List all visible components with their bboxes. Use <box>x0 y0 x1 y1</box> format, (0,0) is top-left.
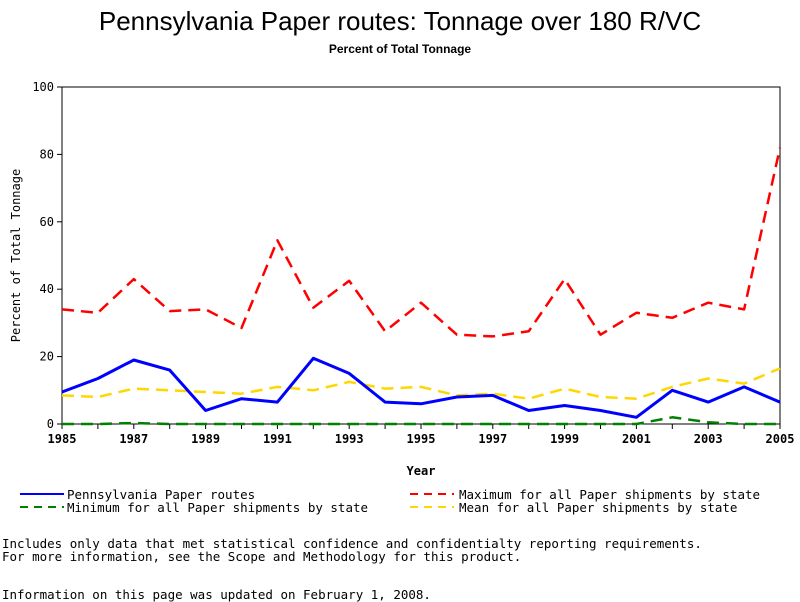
note-updated: Information on this page was updated on … <box>2 587 431 602</box>
y-tick-label: 0 <box>47 417 54 431</box>
series-line-min <box>62 416 780 426</box>
x-tick-label: 1999 <box>550 432 579 446</box>
series-line-mean <box>61 367 781 400</box>
x-tick-label: 1997 <box>478 432 507 446</box>
note-methodology: For more information, see the Scope and … <box>2 549 522 564</box>
y-tick-label: 20 <box>40 350 54 364</box>
chart-subtitle: Percent of Total Tonnage <box>328 42 472 56</box>
x-tick-label: 1993 <box>335 432 364 446</box>
x-tick-label: 1989 <box>191 432 220 446</box>
x-tick-label: 2003 <box>694 432 723 446</box>
x-tick-label: 1985 <box>48 432 77 446</box>
x-tick-label: 2005 <box>766 432 795 446</box>
legend-label-mean: Mean for all Paper shipments by state <box>459 500 738 515</box>
legend-swatch-min <box>20 506 64 508</box>
plot-frame <box>61 86 781 425</box>
y-tick-label: 80 <box>40 147 54 161</box>
line-chart: 0 20 40 60 80 100 1985 1987 1989 1991 1993 1995 1997… <box>9 80 795 478</box>
y-tick-label: 40 <box>40 282 54 296</box>
series-line-pa <box>61 356 781 419</box>
note-confidence: Includes only data that met statistical … <box>2 536 702 551</box>
x-tick-label: 1991 <box>263 432 292 446</box>
series-line-max <box>61 147 782 338</box>
x-tick-label: 2001 <box>622 432 651 446</box>
chart-title: Pennsylvania Paper routes: Tonnage over … <box>98 6 702 36</box>
y-tick-label: 100 <box>32 80 54 94</box>
legend-label-max: Maximum for all Paper shipments by state <box>459 487 761 502</box>
x-axis-label: Year <box>407 464 436 478</box>
legend-label-pa: Pennsylvania Paper routes <box>67 487 256 502</box>
legend-swatch-mean <box>410 506 454 508</box>
legend-swatch-pa <box>20 493 64 495</box>
y-axis-label: Percent of Total Tonnage <box>9 169 23 342</box>
legend-swatch-max <box>410 493 454 495</box>
x-tick-label: 1995 <box>407 432 436 446</box>
x-tick-label: 1987 <box>119 432 148 446</box>
legend-label-min: Minimum for all Paper shipments by state <box>67 500 369 515</box>
y-tick-label: 60 <box>40 215 54 229</box>
